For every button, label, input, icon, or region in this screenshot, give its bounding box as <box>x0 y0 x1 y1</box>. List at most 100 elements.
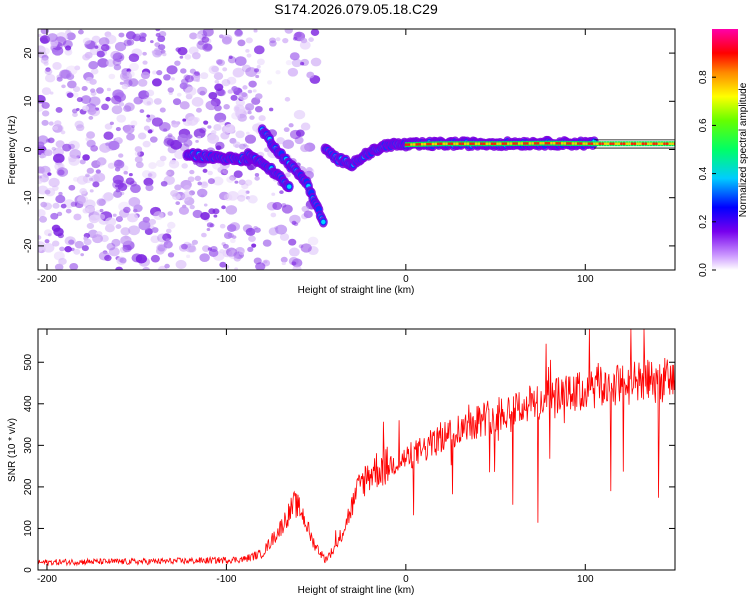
tone-peak <box>410 143 413 146</box>
track-descending-branch-2 <box>243 148 294 193</box>
track-descending-branch-1 <box>257 124 328 228</box>
spectrogram-noise-blob <box>223 104 230 110</box>
colorbar-gradient <box>712 29 738 270</box>
spectrogram-noise-blob <box>92 181 100 188</box>
spectrogram-noise-blob <box>291 58 302 68</box>
spectrogram-noise-blob <box>90 91 97 96</box>
spectrogram-noise-blob <box>231 112 241 120</box>
spectrogram-noise-blob <box>134 156 143 163</box>
spectrogram-noise-blob <box>115 224 122 230</box>
tone-peak <box>655 142 658 145</box>
tone-peak <box>531 142 534 145</box>
tone-peak <box>469 142 472 145</box>
spectrogram-noise-blob <box>234 29 243 36</box>
spectrogram-noise-blob <box>105 217 117 227</box>
spectrogram-noise-blob <box>245 67 258 78</box>
tone-peak <box>534 142 537 145</box>
spectrogram-noise-blob <box>86 222 95 230</box>
spectrogram-noise-blob <box>300 144 310 153</box>
spectrogram-noise-blob <box>212 176 224 186</box>
spectrogram-noise-blob <box>101 194 112 203</box>
tone-peak <box>571 142 575 145</box>
spectrogram-noise-blob <box>113 159 125 169</box>
spectrogram-noise-blob <box>222 249 233 258</box>
spectrogram-noise-blob <box>188 190 196 196</box>
tone-peak <box>404 143 408 146</box>
tone-peak <box>442 142 446 145</box>
spectrogram-noise-blob <box>58 191 63 196</box>
spectrogram-noise-blob <box>237 113 247 122</box>
spectrogram-noise-blob <box>199 90 206 96</box>
spectrogram-noise-blob <box>118 153 124 158</box>
spectrogram-noise-blob <box>174 150 186 160</box>
spectrogram-noise-blob <box>140 71 150 80</box>
spectrogram-noise-blob <box>303 210 313 219</box>
spectrogram-noise-blob <box>221 34 233 43</box>
tone-peak <box>490 142 494 145</box>
tone-peak <box>609 142 612 145</box>
tone-peak <box>415 143 419 146</box>
tone-peak <box>429 142 432 146</box>
spectrogram-noise-blob <box>174 60 181 66</box>
spectrogram-noise-blob <box>205 100 217 111</box>
spectrogram-noise-blob <box>53 153 65 164</box>
tone-peak <box>418 143 421 146</box>
spectrogram-noise-blob <box>196 33 203 40</box>
spectrogram-noise-blob <box>182 118 187 122</box>
spectrogram-noise-blob <box>148 162 157 170</box>
spectrogram-noise-blob <box>44 239 50 244</box>
tone-peak <box>482 142 486 145</box>
spectrogram-noise-blob <box>146 89 155 97</box>
spectrogram-noise-blob <box>275 70 281 75</box>
spectrogram-noise-blob <box>197 86 208 96</box>
spectrogram-noise-blob <box>280 256 288 263</box>
tone-peak <box>577 142 580 145</box>
spectrogram-noise-blob <box>215 141 225 150</box>
spectrogram-noise-blob <box>179 101 190 110</box>
spectrogram-noise-blob <box>177 46 188 56</box>
spectrogram-noise-blob <box>207 133 220 144</box>
spectrogram-noise-blob <box>119 246 128 254</box>
spectrogram-noise-blob <box>105 142 110 146</box>
spectrogram-noise-blob <box>269 37 277 44</box>
spectrogram-noise-blob <box>44 68 53 75</box>
tone-peak <box>614 142 618 145</box>
spectrogram-noise-blob <box>130 120 138 127</box>
spectrogram-noise-blob <box>142 60 148 65</box>
tone-peak <box>569 142 572 145</box>
spectrogram-noise-blob <box>210 245 218 253</box>
spectrogram-noise-blob <box>188 245 197 253</box>
spectrogram-noise-blob <box>42 243 55 253</box>
spectrogram-noise-blob <box>202 43 213 52</box>
spectrogram-noise-blob <box>287 67 299 77</box>
spectrogram-noise-blob <box>264 147 270 153</box>
spectrogram-noise-blob <box>199 253 210 262</box>
spectrogram-noise-blob <box>208 91 218 100</box>
tone-peak <box>601 142 604 145</box>
spectrogram-noise-blob <box>88 61 99 70</box>
spectrogram-noise-blob <box>101 103 109 111</box>
tone-peak <box>480 142 483 145</box>
spectrogram-noise-blob <box>116 216 122 221</box>
spectrogram-noise-blob <box>187 176 195 183</box>
spectrogram-noise-blob <box>82 154 90 161</box>
snr-series-line <box>38 329 675 567</box>
spectrogram-noise-blob <box>232 68 243 78</box>
spectrogram-noise-blob <box>268 107 274 112</box>
spectrogram-noise-blob <box>235 130 245 139</box>
spectrogram-noise-blob <box>86 167 95 174</box>
spectrogram-noise-blob <box>90 144 97 150</box>
spectrogram-noise-blob <box>167 87 175 93</box>
spectrogram-noise-blob <box>128 172 133 177</box>
spectrogram-noise-blob <box>67 80 77 89</box>
spectrogram-noise-blob <box>167 221 176 229</box>
spectrogram-noise-blob <box>191 52 201 60</box>
spectrogram-y-label: Frequency (Hz) <box>7 116 18 185</box>
spectrogram-noise-blob <box>118 32 125 38</box>
spectrogram-noise-blob <box>207 170 213 176</box>
spectrogram-noise-blob <box>107 162 116 169</box>
spectrogram-noise-blob <box>266 80 273 85</box>
spectrogram-ytick-label: 0 <box>23 146 34 152</box>
spectrogram-noise-blob <box>195 78 200 83</box>
tone-peak <box>499 142 502 145</box>
